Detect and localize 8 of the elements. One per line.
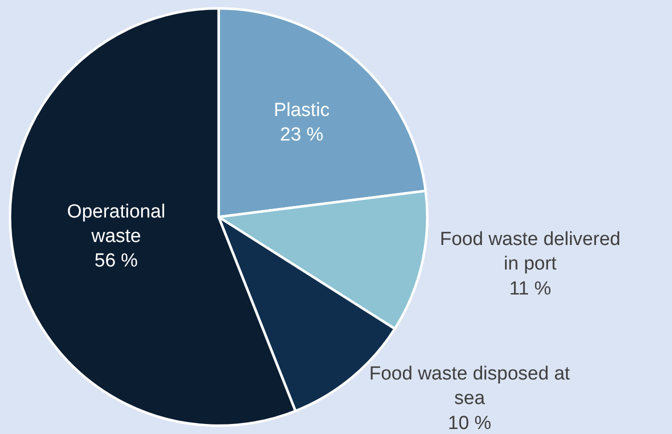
- slice-label: Plastic: [274, 100, 330, 121]
- data-label: 10 %: [448, 412, 492, 434]
- data-label: 56 %: [94, 250, 138, 272]
- slice-label: Operational waste: [67, 201, 166, 248]
- data-label: 11 %: [509, 278, 552, 300]
- slice-label: Food waste delivered in port: [440, 228, 620, 275]
- data-label: 23 %: [280, 124, 324, 146]
- slice-label: Food waste disposed at sea: [369, 363, 571, 410]
